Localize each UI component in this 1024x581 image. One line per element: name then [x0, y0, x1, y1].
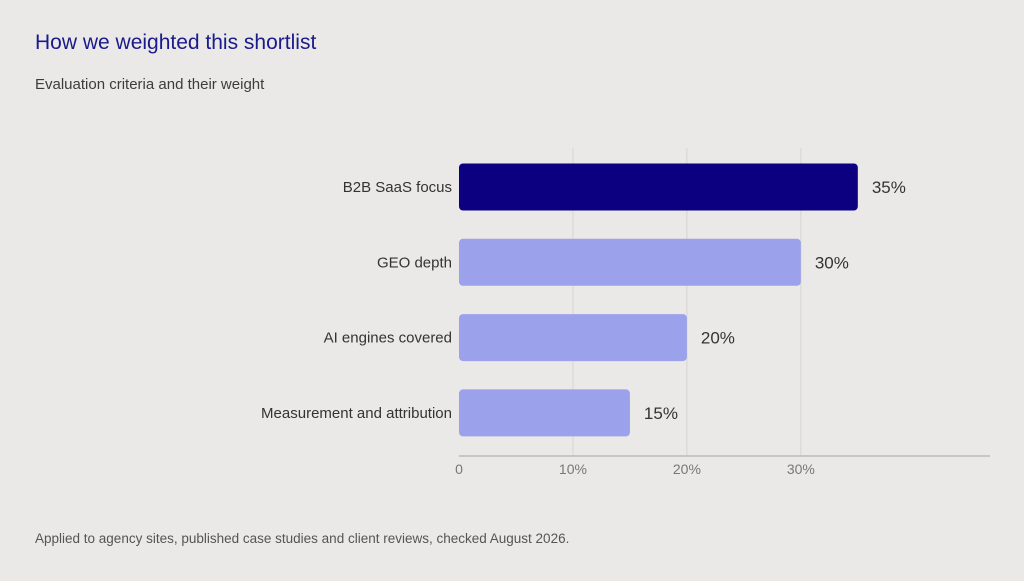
x-tick-label-1: 10% — [559, 461, 587, 477]
x-tick-label-3: 30% — [787, 461, 815, 477]
bar-3 — [459, 389, 630, 437]
value-label-1: 30% — [815, 253, 849, 272]
value-label-0: 35% — [872, 178, 906, 197]
value-label-2: 20% — [701, 329, 735, 348]
category-label-1: GEO depth — [377, 254, 452, 271]
chart-title: How we weighted this shortlist — [35, 31, 317, 54]
bar-1 — [459, 238, 801, 286]
category-label-3: Measurement and attribution — [261, 405, 452, 422]
category-label-2: AI engines covered — [324, 330, 452, 347]
x-tick-label-2: 20% — [673, 461, 701, 477]
bar-0 — [459, 163, 858, 211]
bar-2 — [459, 314, 687, 362]
x-tick-label-0: 0 — [455, 461, 463, 477]
category-label-0: B2B SaaS focus — [343, 179, 452, 196]
chart-subtitle: Evaluation criteria and their weight — [35, 76, 265, 93]
chart-footnote: Applied to agency sites, published case … — [35, 531, 570, 546]
value-label-3: 15% — [644, 404, 678, 423]
